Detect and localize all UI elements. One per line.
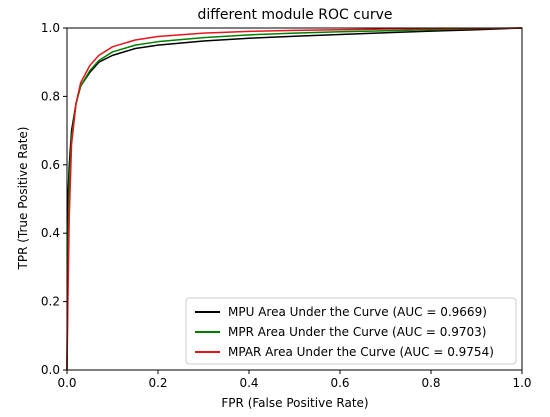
x-axis-label: FPR (False Positive Rate) <box>221 396 368 410</box>
series-line-2 <box>66 27 523 371</box>
y-tick-label: 0.0 <box>41 363 60 377</box>
x-tick-label: 0.8 <box>421 376 440 390</box>
x-tick-label: 0.4 <box>239 376 258 390</box>
y-tick-label: 0.2 <box>41 295 60 309</box>
legend-box <box>185 297 517 365</box>
series-line-1 <box>66 27 523 371</box>
axis-ticks: 0.0 0.2 0.4 0.6 0.8 1.0 0.0 0.2 0.4 0.6 0.8 1.0 <box>41 21 532 390</box>
x-tick-label: 0.2 <box>148 376 167 390</box>
y-tick-label: 1.0 <box>41 21 60 35</box>
legend-label-0: MPU Area Under the Curve (AUC = 0.9669) <box>228 305 487 319</box>
legend-label-2: MPAR Area Under the Curve (AUC = 0.9754) <box>228 345 494 359</box>
y-tick-label: 0.8 <box>41 89 60 103</box>
y-axis-label: TPR (True Positive Rate) <box>16 127 30 271</box>
x-tick-label: 0.6 <box>330 376 349 390</box>
plot-frame <box>66 27 523 371</box>
series-layer <box>66 27 523 371</box>
series-line-0 <box>66 27 523 371</box>
x-tick-label: 0.0 <box>57 376 76 390</box>
legend: MPU Area Under the Curve (AUC = 0.9669) M… <box>185 297 517 365</box>
legend-label-1: MPR Area Under the Curve (AUC = 0.9703) <box>228 325 486 339</box>
x-tick-label: 1.0 <box>512 376 531 390</box>
y-tick-label: 0.6 <box>41 158 60 172</box>
chart-title: different module ROC curve <box>197 7 392 23</box>
y-tick-label: 0.4 <box>41 226 60 240</box>
